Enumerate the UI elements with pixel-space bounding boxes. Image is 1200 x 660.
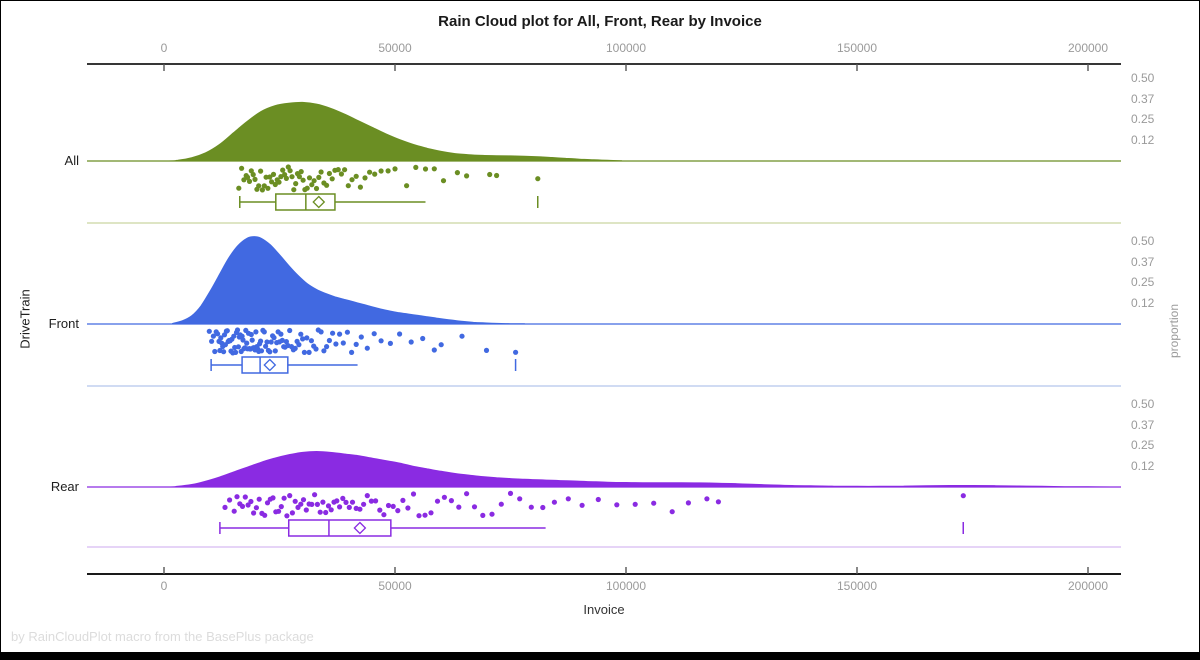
right-axis-title: proportion: [1167, 303, 1181, 359]
panel-rear: [86, 450, 1121, 548]
proportion-tick-label: 0.25: [1131, 274, 1155, 289]
iqr-box: [287, 519, 392, 537]
top-tick-label-150000: 150000: [836, 41, 878, 55]
proportion-tick-label: 0.12: [1131, 296, 1155, 311]
proportion-tick-label: 0.37: [1131, 91, 1155, 106]
top-tick-label-50000: 50000: [378, 41, 412, 55]
box-plot-rear: [219, 519, 965, 537]
rain-points-rear: [222, 490, 966, 519]
proportion-tick-label: 0.37: [1131, 417, 1155, 432]
density-cloud-front: [86, 236, 1121, 325]
panel-front: [86, 236, 1121, 387]
proportion-tick-label: 0.25: [1131, 111, 1155, 126]
proportion-tick-label: 0.50: [1131, 233, 1155, 248]
panel-all: [86, 101, 1122, 224]
y-axis-title: DriveTrain: [17, 289, 33, 349]
proportion-tick-label: 0.50: [1131, 70, 1155, 85]
bottom-tick-label-50000: 50000: [378, 579, 412, 593]
box-plot-all: [239, 193, 539, 211]
chart-title: Rain Cloud plot for All, Front, Rear by …: [438, 13, 762, 30]
proportion-tick-label: 0.37: [1131, 254, 1155, 269]
mean-diamond: [353, 521, 367, 535]
proportion-tick-label: 0.25: [1131, 437, 1155, 452]
rain-points-front: [206, 327, 519, 356]
proportion-tick-label: 0.12: [1131, 459, 1155, 474]
category-label-front: Front: [48, 316, 79, 331]
bottom-tick-label-0: 0: [160, 579, 168, 593]
x-axis-title: Invoice: [583, 602, 625, 617]
top-tick-label-100000: 100000: [605, 41, 647, 55]
density-cloud-all: [86, 101, 1122, 162]
proportion-tick-label: 0.12: [1131, 133, 1155, 148]
top-tick-label-0: 0: [160, 41, 168, 55]
category-label-rear: Rear: [50, 479, 79, 494]
box-plot-front: [210, 356, 517, 374]
bottom-tick-label-100000: 100000: [605, 579, 647, 593]
mean-diamond: [263, 358, 277, 372]
x-axes: [87, 63, 1121, 575]
bottom-tick-label-200000: 200000: [1067, 579, 1109, 593]
proportion-tick-label: 0.50: [1131, 396, 1155, 411]
mean-diamond: [312, 195, 326, 209]
top-tick-label-200000: 200000: [1067, 41, 1109, 55]
bottom-border-bar: [1, 652, 1199, 659]
density-cloud-rear: [86, 450, 1121, 488]
attribution-note: by RainCloudPlot macro from the BasePlus…: [11, 629, 314, 644]
rain-points-all: [236, 164, 541, 193]
category-label-all: All: [64, 153, 79, 168]
bottom-tick-label-150000: 150000: [836, 579, 878, 593]
